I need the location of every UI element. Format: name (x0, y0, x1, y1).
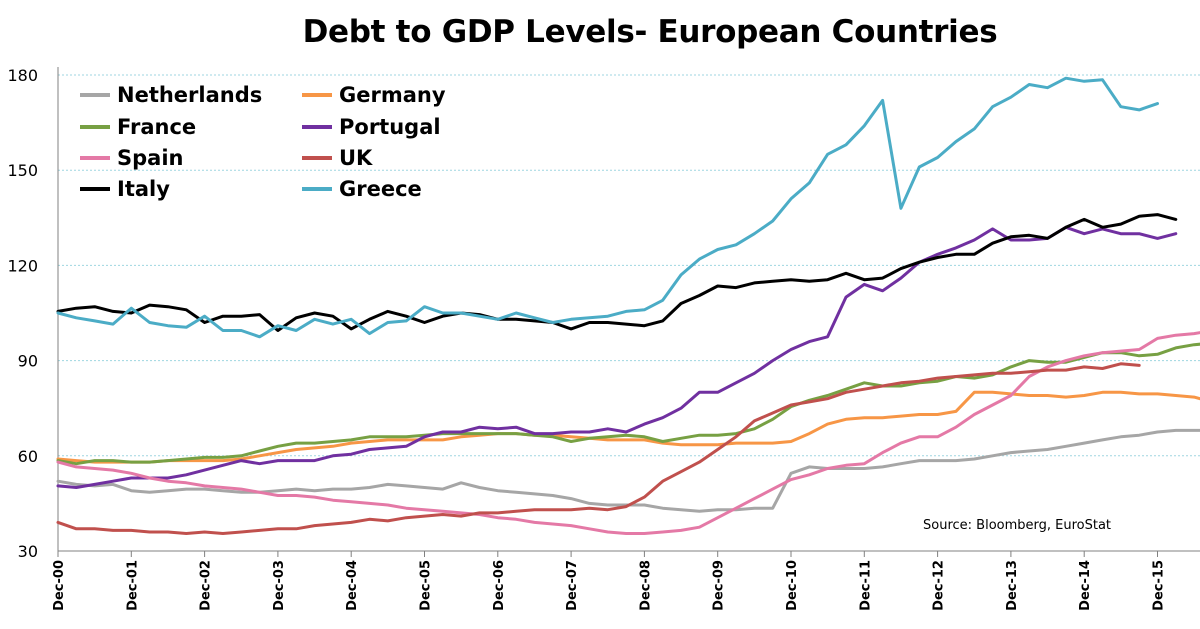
x-tick-Dec-08: Dec-08 (638, 560, 653, 611)
chart-title: Debt to GDP Levels- European Countries (302, 14, 998, 50)
x-tick-Dec-10: Dec-10 (785, 560, 800, 611)
y-tick-labels: 30 60 90 120 150 180 (7, 66, 38, 561)
x-tick-Dec-11: Dec-11 (858, 560, 873, 611)
legend-swatch (302, 93, 332, 97)
y-tick-180: 180 (7, 66, 38, 85)
legend-label: Germany (339, 83, 446, 107)
series-line-france (56, 342, 1200, 466)
x-tick-Dec-12: Dec-12 (932, 560, 947, 611)
legend-label: Italy (117, 177, 170, 201)
series-line-netherlands (56, 428, 1200, 513)
legend-swatch (302, 156, 332, 160)
series-line-germany (56, 390, 1200, 464)
series-line-italy (56, 213, 1178, 332)
x-tick-Dec-05: Dec-05 (419, 560, 434, 611)
x-tick-Dec-01: Dec-01 (125, 560, 140, 611)
x-tick-Dec-06: Dec-06 (492, 560, 507, 611)
x-tick-Dec-04: Dec-04 (345, 560, 360, 611)
series-line-greece (56, 76, 1159, 339)
legend-swatch (80, 93, 110, 97)
legend-label: UK (339, 146, 373, 170)
series-line-uk (56, 362, 1141, 535)
y-tick-90: 90 (18, 352, 38, 371)
legend-swatch (302, 187, 332, 191)
x-tick-Dec-03: Dec-03 (272, 560, 287, 611)
gridlines (58, 74, 1200, 457)
legend-label: France (117, 115, 197, 139)
x-tick-Dec-02: Dec-02 (199, 560, 214, 611)
legend-label: Portugal (339, 115, 441, 139)
legend-swatch (80, 156, 110, 160)
x-tick-labels: Dec-00 Dec-01 Dec-02 Dec-03 Dec-04 Dec-05 Dec-… (52, 560, 1167, 611)
legend-swatch (80, 125, 110, 129)
series-line-portugal (56, 225, 1178, 489)
x-tick-Dec-00: Dec-00 (52, 560, 67, 611)
x-tick-Dec-14: Dec-14 (1078, 560, 1093, 611)
axes (57, 67, 1200, 557)
series-lines (56, 76, 1200, 535)
legend-label: Greece (339, 177, 422, 201)
legend-swatch (302, 125, 332, 129)
x-tick-Dec-15: Dec-15 (1152, 560, 1167, 611)
source-note: Source: Bloomberg, EuroStat (923, 518, 1112, 533)
y-tick-30: 30 (18, 542, 38, 561)
y-tick-120: 120 (7, 256, 38, 275)
y-tick-150: 150 (7, 161, 38, 180)
x-tick-Dec-13: Dec-13 (1005, 560, 1020, 611)
legend-label: Spain (117, 146, 184, 170)
series-line-spain (56, 331, 1200, 535)
legend-swatch (80, 187, 110, 191)
y-tick-60: 60 (18, 447, 38, 466)
x-tick-Dec-09: Dec-09 (712, 560, 727, 611)
x-tick-Dec-07: Dec-07 (565, 560, 580, 611)
legend-label: Netherlands (117, 83, 263, 107)
